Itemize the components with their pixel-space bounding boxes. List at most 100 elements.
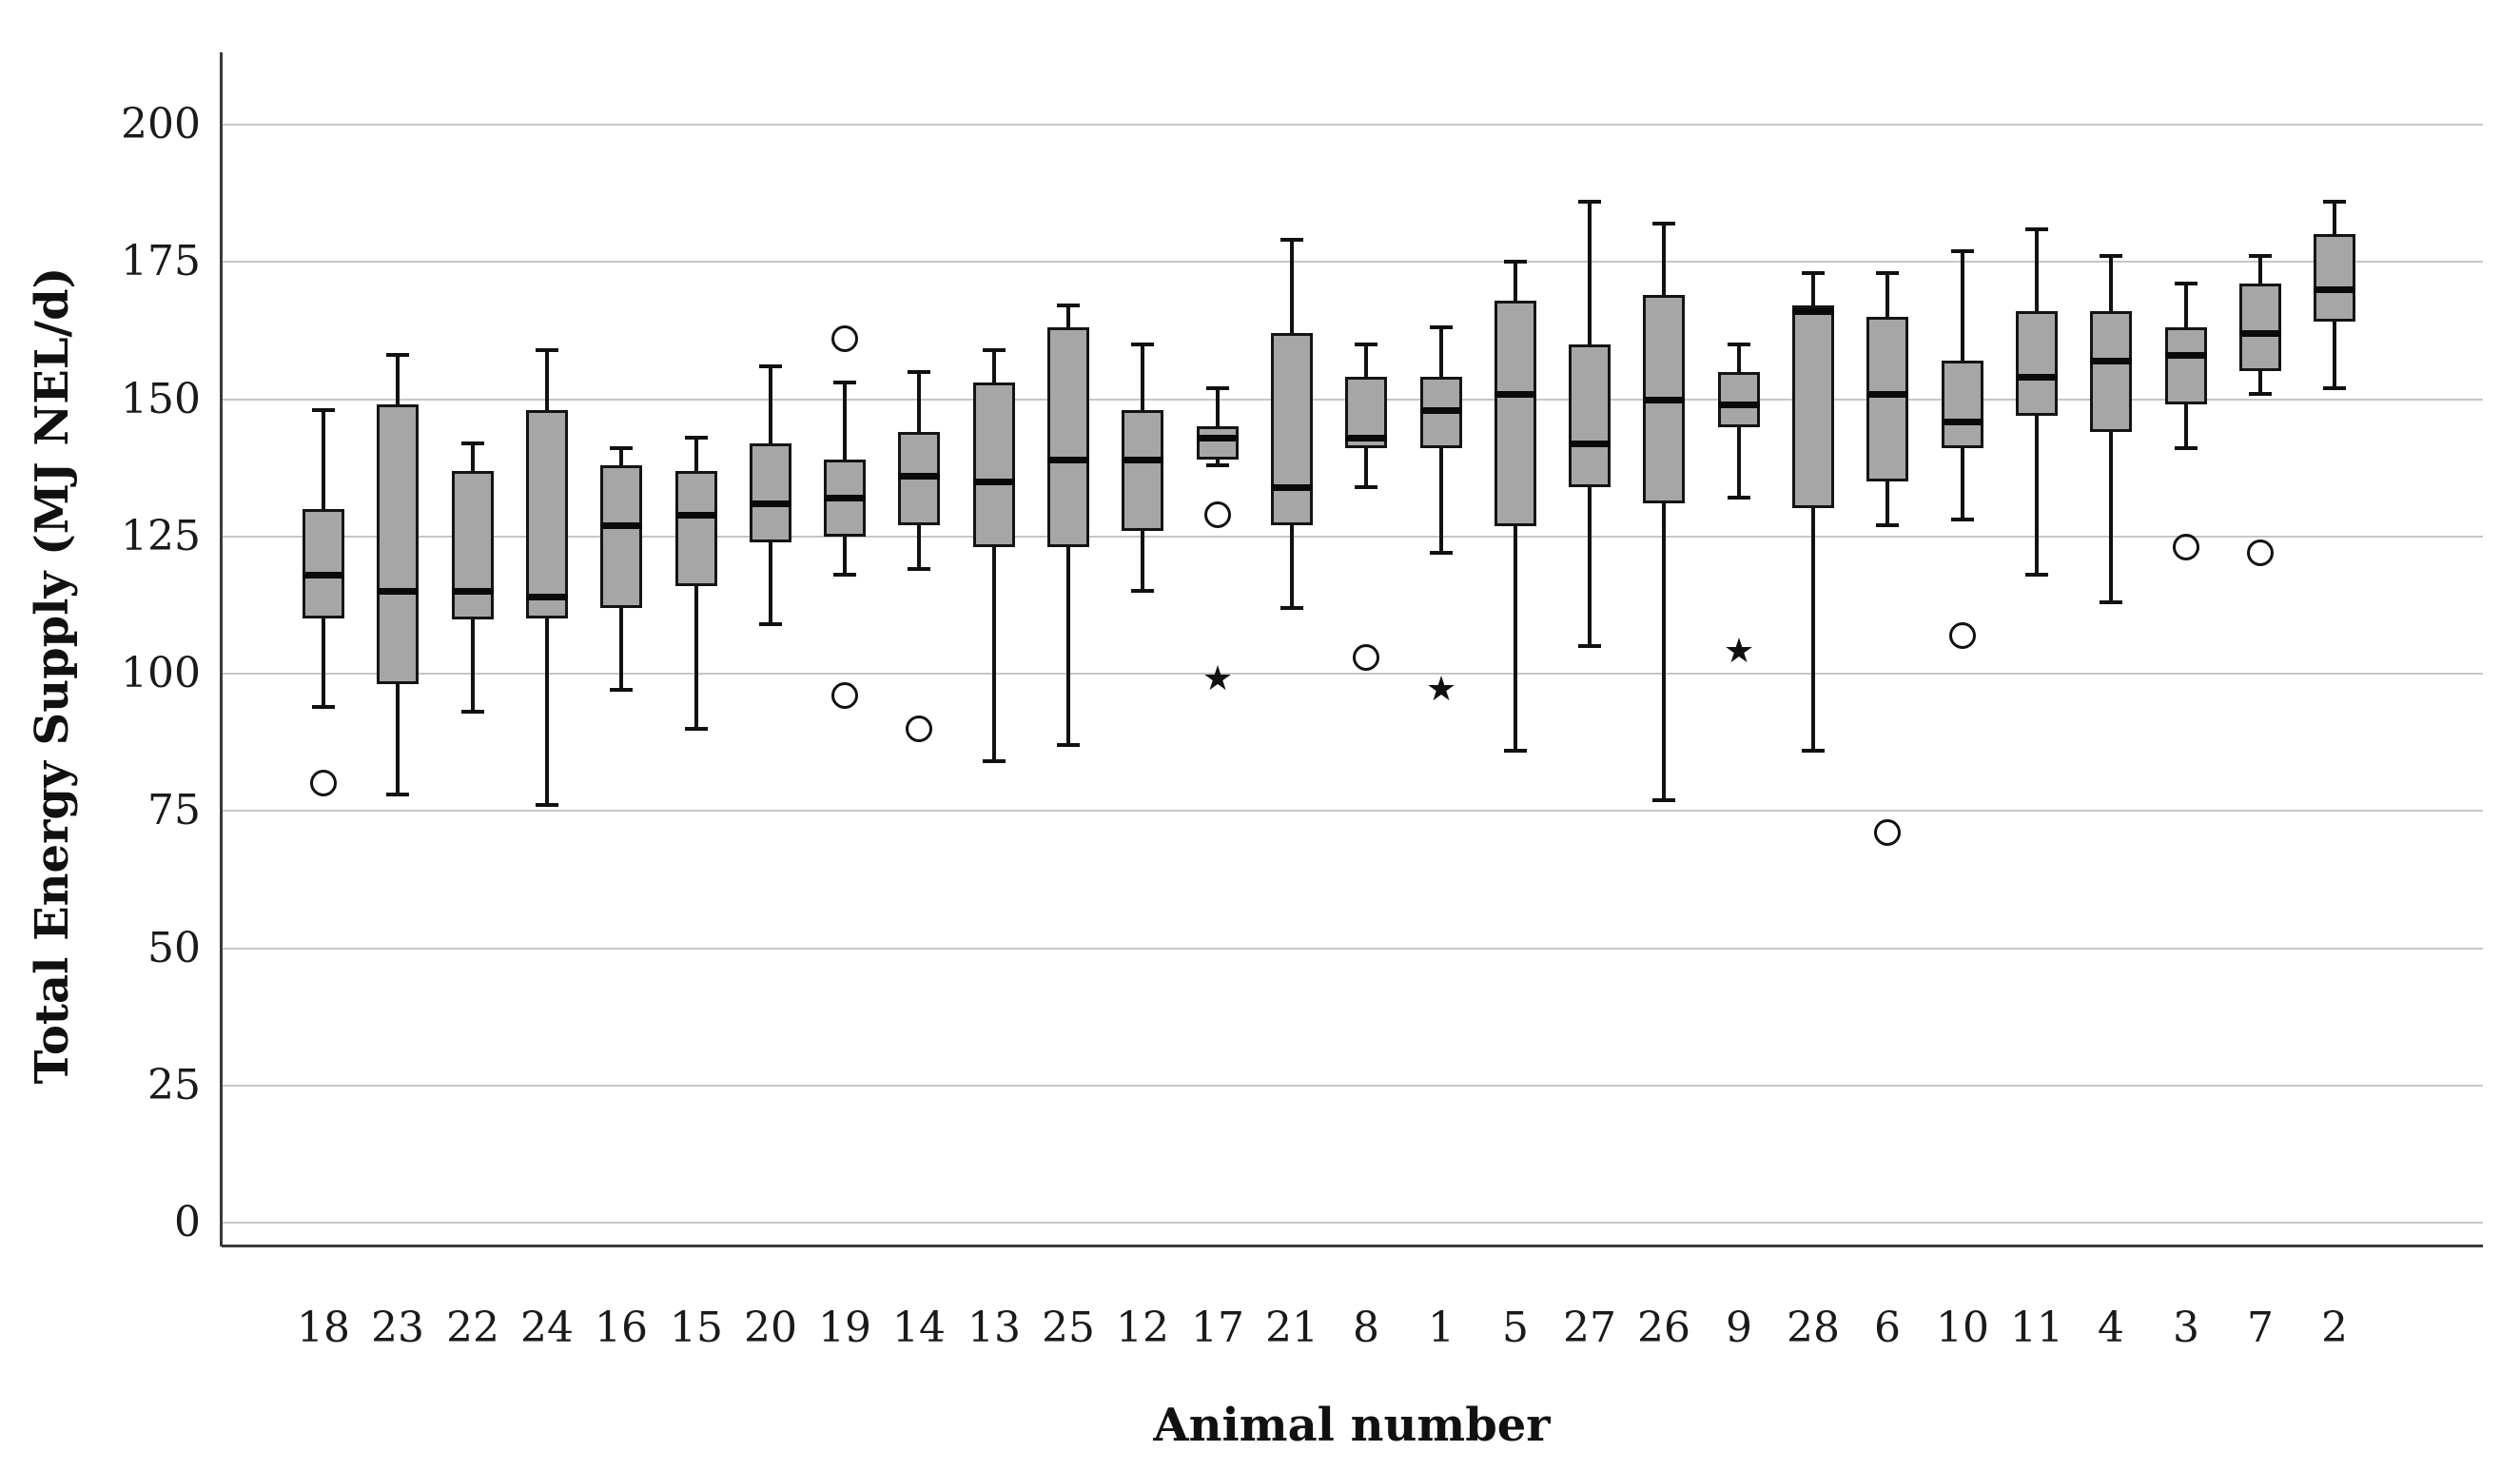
outlier-circle (1874, 819, 1901, 846)
whisker-cap-bottom (312, 705, 335, 709)
whisker-cap-bottom (685, 727, 708, 731)
whisker (1662, 224, 1666, 800)
y-tick-label: 175 (121, 237, 201, 285)
whisker-cap-bottom (1206, 463, 1229, 467)
whisker-cap-bottom (983, 759, 1006, 763)
median-line (1942, 419, 1983, 425)
outlier-circle (831, 325, 858, 352)
whisker-cap-top (908, 370, 930, 374)
gridline (222, 124, 2483, 126)
x-tick-label: 11 (2010, 1304, 2063, 1352)
whisker-cap-top (610, 446, 633, 450)
box (1569, 344, 1611, 487)
y-tick-label: 150 (121, 375, 201, 423)
whisker-cap-top (1131, 343, 1154, 346)
box (526, 410, 568, 618)
whisker-cap-bottom (759, 622, 782, 626)
box (1792, 305, 1834, 508)
box (750, 443, 791, 542)
x-tick-label: 8 (1353, 1304, 1379, 1352)
median-line (303, 572, 344, 579)
median-line (973, 479, 1015, 485)
whisker-cap-top (1728, 343, 1750, 346)
gridline (222, 536, 2483, 538)
whisker-cap-top (1206, 386, 1229, 390)
whisker-cap-top (2100, 254, 2122, 258)
box (1942, 361, 1983, 448)
median-line (1866, 391, 1908, 398)
extreme-star: ★ (1425, 670, 1457, 709)
whisker-cap-bottom (2249, 392, 2272, 396)
x-tick-label: 12 (1116, 1304, 1169, 1352)
median-line (1792, 308, 1834, 315)
extreme-star: ★ (1201, 659, 1234, 698)
y-tick-label: 125 (121, 512, 201, 560)
x-tick-label: 25 (1042, 1304, 1095, 1352)
median-line (1420, 407, 1462, 414)
whisker-cap-bottom (1280, 606, 1303, 610)
box (2016, 311, 2058, 416)
gridline (222, 1222, 2483, 1224)
whisker-cap-top (983, 348, 1006, 352)
whisker-cap-top (1430, 325, 1453, 329)
median-line (1718, 402, 1760, 408)
x-tick-label: 18 (297, 1304, 350, 1352)
whisker-cap-bottom (386, 793, 409, 796)
whisker-cap-top (1951, 249, 1974, 253)
whisker (1811, 273, 1815, 751)
median-line (2165, 352, 2207, 359)
whisker-cap-top (1057, 304, 1080, 307)
x-tick-label: 6 (1874, 1304, 1901, 1352)
whisker-cap-top (2025, 227, 2048, 231)
x-tick-label: 28 (1787, 1304, 1840, 1352)
whisker-cap-top (312, 408, 335, 412)
box (2314, 234, 2355, 322)
whisker-cap-bottom (2025, 573, 2048, 577)
x-tick-label: 15 (670, 1304, 723, 1352)
y-tick-label: 0 (174, 1198, 201, 1246)
box (1047, 327, 1089, 547)
x-tick-label: 19 (818, 1304, 871, 1352)
median-line (452, 588, 494, 595)
whisker-cap-bottom (2323, 386, 2346, 390)
box (452, 471, 494, 619)
x-tick-label: 14 (892, 1304, 946, 1352)
outlier-circle (1204, 501, 1231, 528)
whisker-cap-top (1578, 200, 1601, 204)
median-line (526, 594, 568, 600)
outlier-circle (310, 770, 337, 796)
whisker-cap-bottom (1355, 485, 1377, 489)
outlier-circle (2173, 534, 2199, 560)
x-tick-label: 5 (1502, 1304, 1529, 1352)
median-line (750, 500, 791, 507)
box (675, 471, 717, 586)
median-line (1569, 441, 1611, 447)
x-axis-baseline (222, 1245, 2483, 1247)
y-tick-label: 75 (147, 786, 201, 834)
x-tick-label: 27 (1563, 1304, 1616, 1352)
x-tick-label: 21 (1265, 1304, 1319, 1352)
whisker-cap-top (536, 348, 558, 352)
extreme-star: ★ (1723, 632, 1755, 671)
x-tick-label: 17 (1191, 1304, 1244, 1352)
y-tick-label: 50 (147, 924, 201, 972)
whisker-cap-top (1504, 260, 1527, 264)
x-tick-label: 24 (520, 1304, 574, 1352)
median-line (675, 512, 717, 519)
x-tick-label: 9 (1726, 1304, 1752, 1352)
box (303, 509, 344, 618)
whisker-cap-bottom (908, 567, 930, 571)
whisker-cap-bottom (1652, 798, 1675, 802)
whisker-cap-bottom (1430, 551, 1453, 555)
whisker-cap-top (759, 364, 782, 368)
x-tick-label: 22 (446, 1304, 499, 1352)
gridline (222, 673, 2483, 675)
median-line (2239, 330, 2281, 337)
whisker-cap-top (2249, 254, 2272, 258)
median-line (2016, 374, 2058, 381)
whisker-cap-top (386, 353, 409, 357)
x-tick-label: 7 (2247, 1304, 2274, 1352)
gridline (222, 1085, 2483, 1087)
outlier-circle (2247, 539, 2274, 566)
median-line (898, 473, 940, 480)
